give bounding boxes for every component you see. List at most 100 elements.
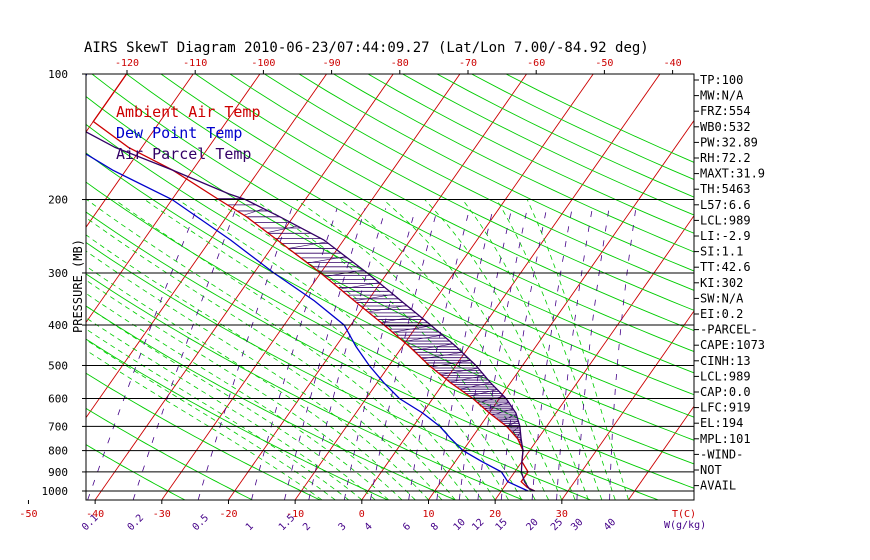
stats-item: PW:32.89 — [700, 135, 758, 149]
dry-adiabat-line — [86, 96, 694, 418]
chart-title: AIRS SkewT Diagram 2010-06-23/07:44:09.2… — [84, 40, 649, 56]
cape-hatch-line — [469, 389, 498, 397]
stats-item: MW:N/A — [700, 89, 744, 103]
bottom-temp-tick-label: -10 — [286, 509, 304, 520]
dry-adiabat-line — [86, 123, 694, 441]
dry-adiabat-line — [263, 74, 694, 291]
dry-adiabat-line — [86, 152, 694, 465]
moist-adiabat-line — [86, 265, 416, 500]
stats-item: AVAIL — [700, 479, 736, 493]
moist-adiabat-line — [86, 234, 443, 500]
dry-adiabat-line — [86, 444, 185, 500]
isotherm-line — [294, 74, 594, 500]
mixing-ratio-label: 1 — [244, 521, 256, 533]
pressure-tick-labels: 100 200 300 400 500 600 700 800 900 1000 — [42, 68, 69, 498]
stats-item: WB0:532 — [700, 120, 751, 134]
stats-item: CAPE:1073 — [700, 338, 765, 352]
cape-hatch-line — [243, 208, 264, 216]
mixing-ratio-line — [251, 208, 338, 500]
mixing-ratio-line — [370, 208, 438, 500]
isotherm-line — [94, 74, 394, 500]
bottom-temp-tick-label: 0 — [359, 509, 365, 520]
bottom-temp-tick-label: -20 — [219, 509, 237, 520]
y-axis-label: PRESSURE (MB) — [71, 239, 85, 333]
moist-adiabat-line — [86, 317, 363, 500]
cape-hatch-line — [506, 420, 519, 428]
mixing-ratio-label: 30 — [569, 517, 585, 533]
mixing-ratio-label: 0.2 — [126, 513, 147, 534]
pressure-tick-label: 300 — [48, 267, 68, 280]
cape-hatch-line — [440, 367, 479, 375]
pressure-tick-label: 800 — [48, 445, 68, 458]
moist-adiabat-line — [86, 217, 456, 500]
stats-item: -WIND- — [700, 447, 743, 461]
dry-adiabat-line — [86, 211, 658, 500]
mixing-ratio-line — [284, 208, 366, 500]
legend-ambient-air-temp: Ambient Air Temp — [116, 103, 261, 121]
legend-air-parcel-temp: Air Parcel Temp — [116, 145, 251, 163]
top-temp-tick-label: -110 — [183, 58, 207, 69]
bottom-temp-tick-label: 20 — [489, 509, 501, 520]
legend: Ambient Air Temp Dew Point Temp Air Parc… — [116, 103, 261, 163]
profile-lines — [86, 74, 535, 492]
dry-adiabat-line — [436, 74, 694, 198]
stats-item: TP:100 — [700, 73, 743, 87]
isotherm-line — [86, 74, 128, 133]
dry-adiabat-line — [86, 407, 253, 500]
stats-item: MPL:101 — [700, 432, 751, 446]
cape-hatch-line — [380, 315, 420, 323]
dry-adiabat-line — [229, 74, 694, 311]
dry-adiabat-lines — [86, 74, 694, 500]
top-temp-tick-label: -120 — [115, 58, 139, 69]
moist-adiabat-line — [86, 199, 469, 500]
moist-adiabat-line — [86, 292, 389, 500]
stats-item: CAP:0.0 — [700, 385, 751, 399]
cape-hatch-line — [367, 305, 407, 313]
isotherm-lines — [86, 74, 694, 500]
mixing-ratio-line — [132, 208, 237, 500]
stats-item: CINH:13 — [700, 354, 751, 368]
cape-hatch-line — [449, 375, 485, 383]
mixing-ratio-label: 3 — [337, 521, 349, 533]
stats-item: LI:-2.9 — [700, 229, 751, 243]
mixing-ratio-line — [576, 208, 610, 500]
pressure-tick-label: 100 — [48, 68, 68, 81]
axis-ticks — [27, 70, 674, 504]
stats-item: -PARCEL- — [700, 323, 758, 337]
moist-adiabat-line — [424, 199, 589, 500]
isotherm-line — [86, 74, 261, 324]
moist-adiabat-line — [339, 199, 563, 500]
mixing-ratio-label: 20 — [524, 517, 540, 533]
moist-adiabat-line — [462, 199, 603, 500]
isotherm-line — [361, 74, 661, 500]
plot-frame — [85, 73, 695, 501]
moist-adiabat-line — [526, 199, 629, 500]
cape-hatch-line — [288, 241, 327, 249]
bottom-temp-tick-labels: -50 -40 -30 -20 -10 0 10 20 30 — [19, 509, 567, 520]
cape-hatch-line — [267, 225, 298, 233]
stats-item: EL:194 — [700, 416, 743, 430]
isotherm-line — [494, 214, 694, 500]
x-axis-label: T(C) — [672, 509, 696, 520]
mixing-ratio-line — [87, 208, 198, 500]
bottom-temp-tick-label: -30 — [153, 509, 171, 520]
dry-adiabat-line — [125, 74, 694, 374]
stats-item: TH:5463 — [700, 182, 751, 196]
pressure-tick-label: 400 — [48, 319, 68, 332]
cape-hatch-line — [392, 325, 432, 333]
mixing-ratio-label: 12 — [470, 517, 486, 533]
pressure-tick-label: 600 — [48, 392, 68, 405]
pressure-tick-label: 500 — [48, 359, 68, 372]
stats-item: FRZ:554 — [700, 104, 751, 118]
mixing-ratio-line — [458, 208, 513, 500]
bottom-temp-tick-label: -40 — [86, 509, 104, 520]
top-temp-tick-label: -80 — [391, 58, 409, 69]
isotherm-line — [628, 405, 694, 500]
moist-adiabat-line — [383, 199, 576, 500]
mixing-ratio-label: 4 — [363, 521, 375, 533]
pressure-tick-label: 900 — [48, 466, 68, 479]
cape-hatch-line — [340, 282, 380, 290]
series-line-ambient-air-temp — [92, 74, 535, 492]
